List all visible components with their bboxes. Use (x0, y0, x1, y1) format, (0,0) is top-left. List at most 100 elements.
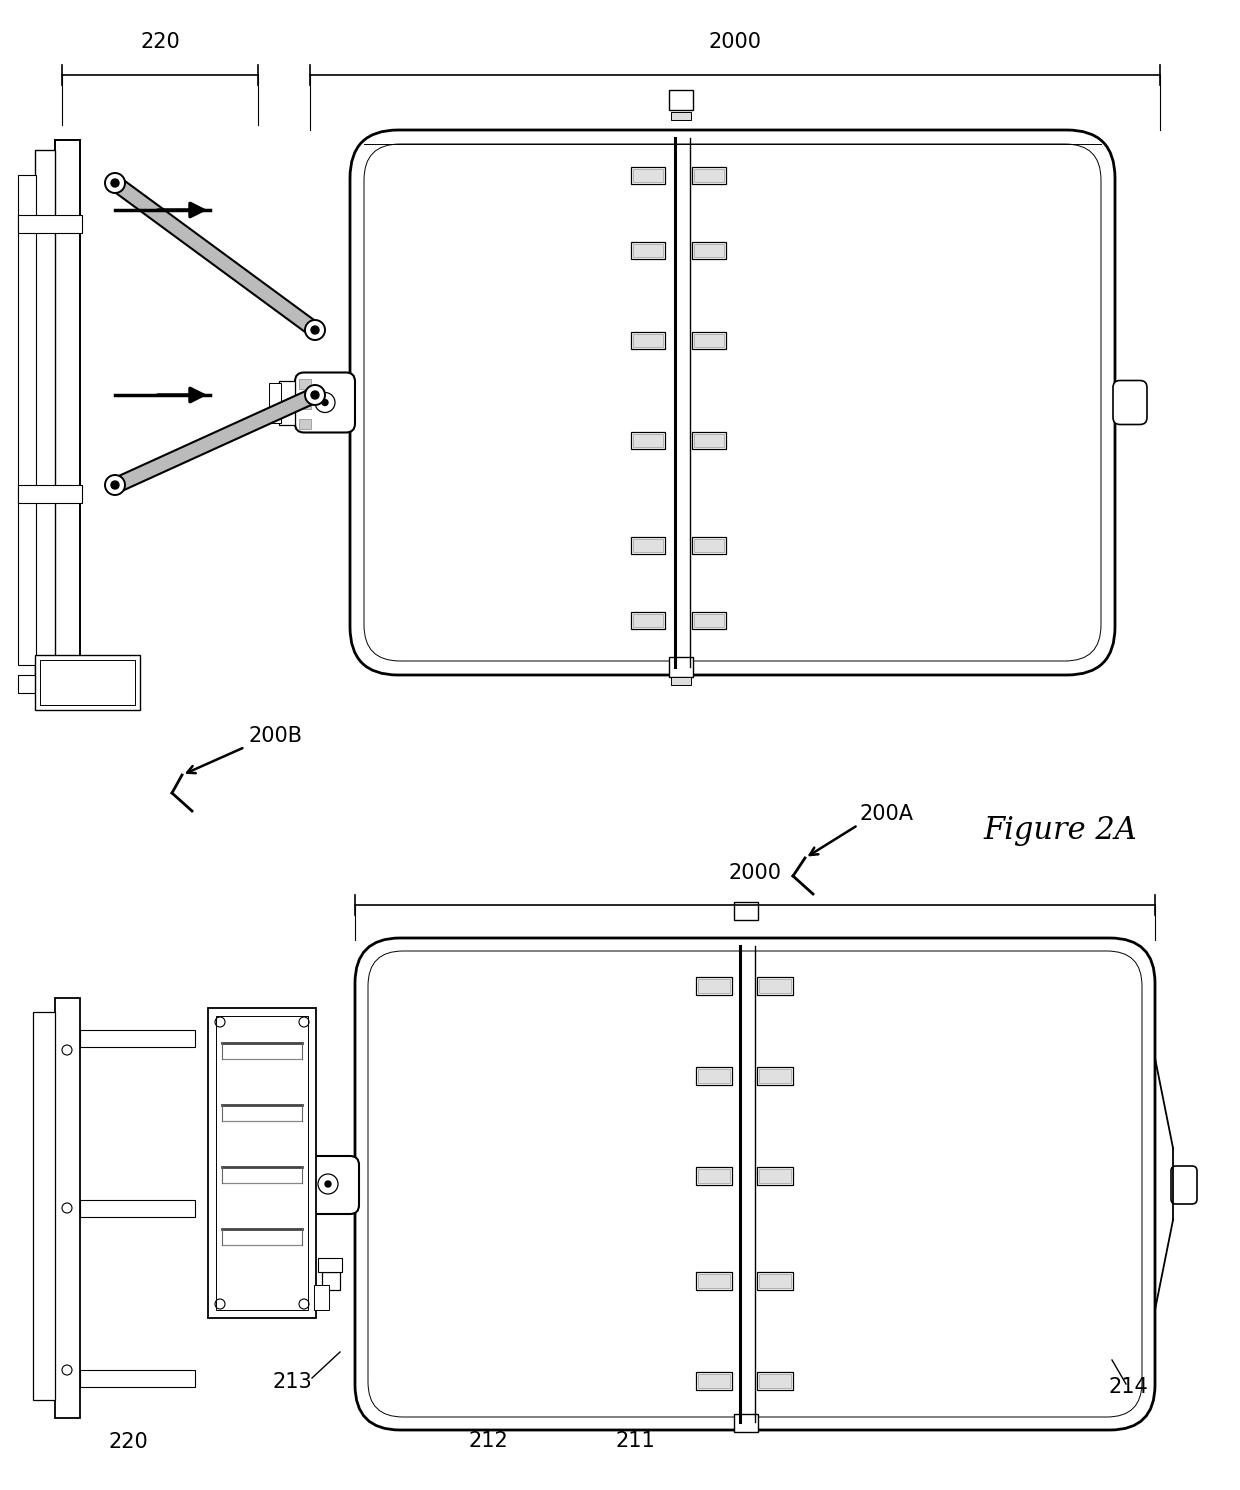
Text: 220: 220 (140, 31, 180, 52)
Bar (299, 378, 311, 389)
Bar (671, 112, 691, 121)
Bar (756, 977, 794, 995)
Bar (696, 1067, 732, 1085)
Bar (19, 675, 82, 693)
Text: 220: 220 (108, 1432, 148, 1451)
Bar (632, 168, 663, 182)
Bar (81, 1199, 195, 1217)
Bar (216, 1016, 308, 1310)
FancyBboxPatch shape (350, 130, 1115, 675)
Bar (33, 1012, 55, 1401)
Text: 2000: 2000 (708, 31, 761, 52)
Text: 200A: 200A (861, 805, 914, 824)
Text: 213: 213 (272, 1372, 312, 1392)
Circle shape (311, 390, 319, 399)
Bar (269, 383, 281, 423)
Bar (756, 1167, 794, 1185)
Bar (756, 1067, 794, 1085)
Bar (670, 657, 693, 676)
Bar (631, 432, 665, 448)
Circle shape (105, 173, 125, 194)
Bar (759, 1068, 791, 1083)
Bar (670, 89, 693, 110)
Bar (208, 1009, 316, 1319)
Bar (692, 432, 725, 448)
Bar (55, 140, 81, 685)
Bar (19, 486, 82, 504)
Bar (698, 979, 730, 992)
Bar (734, 901, 758, 919)
Text: 211: 211 (615, 1430, 655, 1451)
Circle shape (105, 475, 125, 495)
Bar (317, 1258, 342, 1272)
Circle shape (325, 1182, 331, 1188)
Bar (289, 1176, 299, 1193)
Circle shape (112, 481, 119, 489)
Bar (322, 1272, 340, 1290)
Bar (692, 241, 725, 259)
Bar (671, 676, 691, 685)
Polygon shape (110, 177, 320, 337)
Text: 2000: 2000 (728, 863, 781, 884)
Bar (632, 614, 663, 627)
Bar (299, 419, 311, 429)
Circle shape (322, 399, 329, 405)
Bar (631, 167, 665, 183)
FancyBboxPatch shape (1114, 380, 1147, 425)
Bar (759, 1374, 791, 1389)
Bar (632, 539, 663, 551)
FancyBboxPatch shape (355, 939, 1154, 1430)
Bar (698, 1068, 730, 1083)
Bar (696, 977, 732, 995)
FancyBboxPatch shape (295, 372, 355, 432)
Bar (632, 334, 663, 347)
Circle shape (305, 320, 325, 340)
Bar (81, 1030, 195, 1047)
Bar (696, 1272, 732, 1290)
Text: 212: 212 (469, 1430, 508, 1451)
Bar (756, 1372, 794, 1390)
Bar (81, 1369, 195, 1387)
Bar (734, 1414, 758, 1432)
Circle shape (311, 326, 319, 334)
Bar (759, 1274, 791, 1287)
Bar (289, 1176, 299, 1193)
Bar (279, 1162, 298, 1205)
Bar (632, 244, 663, 256)
Bar (694, 168, 724, 182)
Bar (698, 1274, 730, 1287)
Text: Figure 2A: Figure 2A (983, 815, 1137, 845)
FancyBboxPatch shape (1171, 1167, 1197, 1204)
Bar (698, 1374, 730, 1389)
Bar (631, 241, 665, 259)
Bar (756, 1272, 794, 1290)
Text: 214: 214 (1109, 1377, 1148, 1398)
Bar (694, 244, 724, 256)
Bar (19, 174, 36, 665)
Bar (692, 612, 725, 629)
Bar (40, 660, 135, 705)
Bar (694, 614, 724, 627)
Text: 200B: 200B (248, 726, 303, 746)
Bar (694, 334, 724, 347)
Bar (631, 332, 665, 349)
Bar (692, 536, 725, 554)
Bar (696, 1167, 732, 1185)
Bar (759, 979, 791, 992)
Circle shape (305, 384, 325, 405)
Bar (35, 150, 55, 679)
Bar (759, 1170, 791, 1183)
Bar (696, 1372, 732, 1390)
Circle shape (112, 179, 119, 188)
Bar (632, 434, 663, 447)
Bar (694, 539, 724, 551)
Bar (694, 434, 724, 447)
FancyBboxPatch shape (298, 1156, 360, 1214)
Bar (692, 167, 725, 183)
Bar (631, 612, 665, 629)
Bar (279, 380, 295, 425)
Polygon shape (114, 389, 319, 492)
Bar (314, 1284, 329, 1310)
Bar (631, 536, 665, 554)
Bar (698, 1170, 730, 1183)
